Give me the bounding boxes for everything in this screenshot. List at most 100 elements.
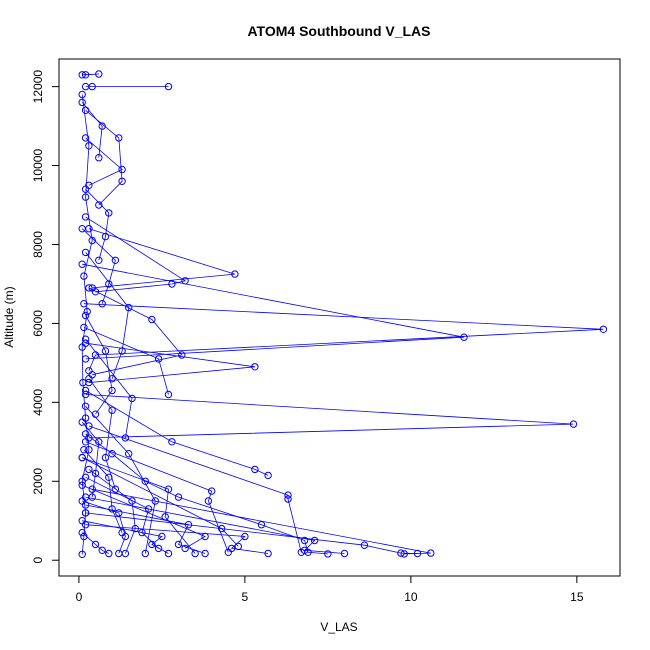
data-point	[201, 549, 209, 558]
series-line	[82, 73, 99, 76]
data-point	[284, 491, 292, 499]
data-point	[154, 355, 163, 363]
data-point	[78, 90, 86, 99]
series-15	[85, 422, 305, 556]
x-axis-label: V_LAS	[320, 620, 357, 634]
series-line	[82, 500, 126, 554]
data-point	[234, 542, 243, 551]
series-7	[88, 485, 435, 558]
data-point	[85, 446, 93, 454]
series-line	[81, 102, 103, 158]
data-point	[81, 430, 90, 438]
series-31	[80, 323, 173, 399]
data-point	[81, 521, 90, 529]
data-point	[181, 544, 189, 553]
data-point	[91, 288, 100, 296]
data-point	[108, 505, 116, 513]
series-line	[85, 137, 123, 186]
data-point	[118, 177, 126, 186]
data-point	[264, 471, 272, 480]
data-point	[141, 477, 150, 485]
data-point	[81, 402, 90, 410]
data-point	[88, 236, 96, 245]
series-line	[85, 394, 574, 439]
data-point	[95, 256, 103, 264]
data-point	[251, 363, 259, 371]
data-point	[138, 528, 146, 537]
data-point	[118, 165, 126, 174]
x-tick-label: 5	[242, 590, 249, 604]
data-point	[121, 549, 130, 558]
y-axis-label: Altitude (m)	[2, 286, 16, 347]
data-point	[397, 549, 405, 557]
data-point	[81, 71, 90, 79]
data-point	[174, 540, 183, 549]
data-point	[168, 280, 176, 288]
series-line	[83, 303, 604, 371]
series-line	[88, 469, 136, 554]
data-point	[164, 485, 173, 493]
data-point	[101, 347, 110, 355]
data-point	[208, 487, 216, 495]
data-point	[78, 550, 86, 558]
series-34	[78, 418, 103, 501]
y-axis: 0 2000 4000 6000 8000 10000 12000	[31, 70, 60, 564]
data-point	[108, 386, 116, 395]
series-line	[85, 524, 269, 554]
series-25	[85, 375, 120, 493]
data-point	[340, 549, 349, 558]
data-point	[81, 311, 90, 320]
series-3	[81, 390, 578, 442]
series-line	[82, 484, 206, 549]
series-line	[85, 390, 269, 476]
data-point	[108, 375, 116, 383]
data-point	[168, 438, 176, 446]
data-point	[81, 438, 90, 446]
y-tick-label: 4000	[31, 389, 45, 416]
series-28	[81, 106, 126, 209]
series-line	[82, 457, 239, 547]
series-line	[81, 532, 109, 554]
data-point	[81, 248, 90, 257]
data-point	[105, 473, 113, 481]
series-line	[85, 252, 130, 379]
data-point	[105, 549, 113, 558]
series-38	[81, 493, 349, 558]
data-point	[78, 260, 86, 268]
y-tick-label: 0	[31, 557, 45, 564]
data-point	[78, 528, 86, 537]
data-point	[81, 193, 90, 201]
series-24	[78, 528, 113, 558]
series-26	[81, 185, 113, 264]
series-line	[85, 496, 345, 554]
data-point	[360, 541, 369, 549]
data-point	[81, 493, 90, 501]
data-point	[81, 185, 90, 193]
series-line	[81, 228, 116, 304]
series-11	[78, 70, 103, 79]
data-point	[148, 315, 156, 324]
series-20	[85, 465, 140, 558]
series-line	[83, 449, 123, 533]
data-point	[118, 528, 126, 537]
series-layer	[78, 70, 608, 558]
series-37	[78, 481, 209, 553]
data-point	[78, 481, 86, 489]
series-22	[78, 517, 173, 558]
y-tick-label: 8000	[31, 231, 45, 258]
series-10	[81, 82, 173, 91]
data-point	[85, 375, 93, 383]
y-tick-label: 2000	[31, 468, 45, 495]
data-point	[81, 386, 90, 395]
data-point	[111, 256, 120, 264]
chart-title: ATOM4 Southbound V_LAS	[247, 23, 430, 39]
series-line	[85, 338, 133, 438]
data-point	[231, 270, 239, 278]
data-point	[125, 303, 133, 312]
data-point	[164, 82, 173, 91]
series-line	[82, 263, 465, 360]
data-point	[78, 98, 86, 107]
data-point	[154, 544, 163, 553]
data-point	[85, 284, 93, 292]
